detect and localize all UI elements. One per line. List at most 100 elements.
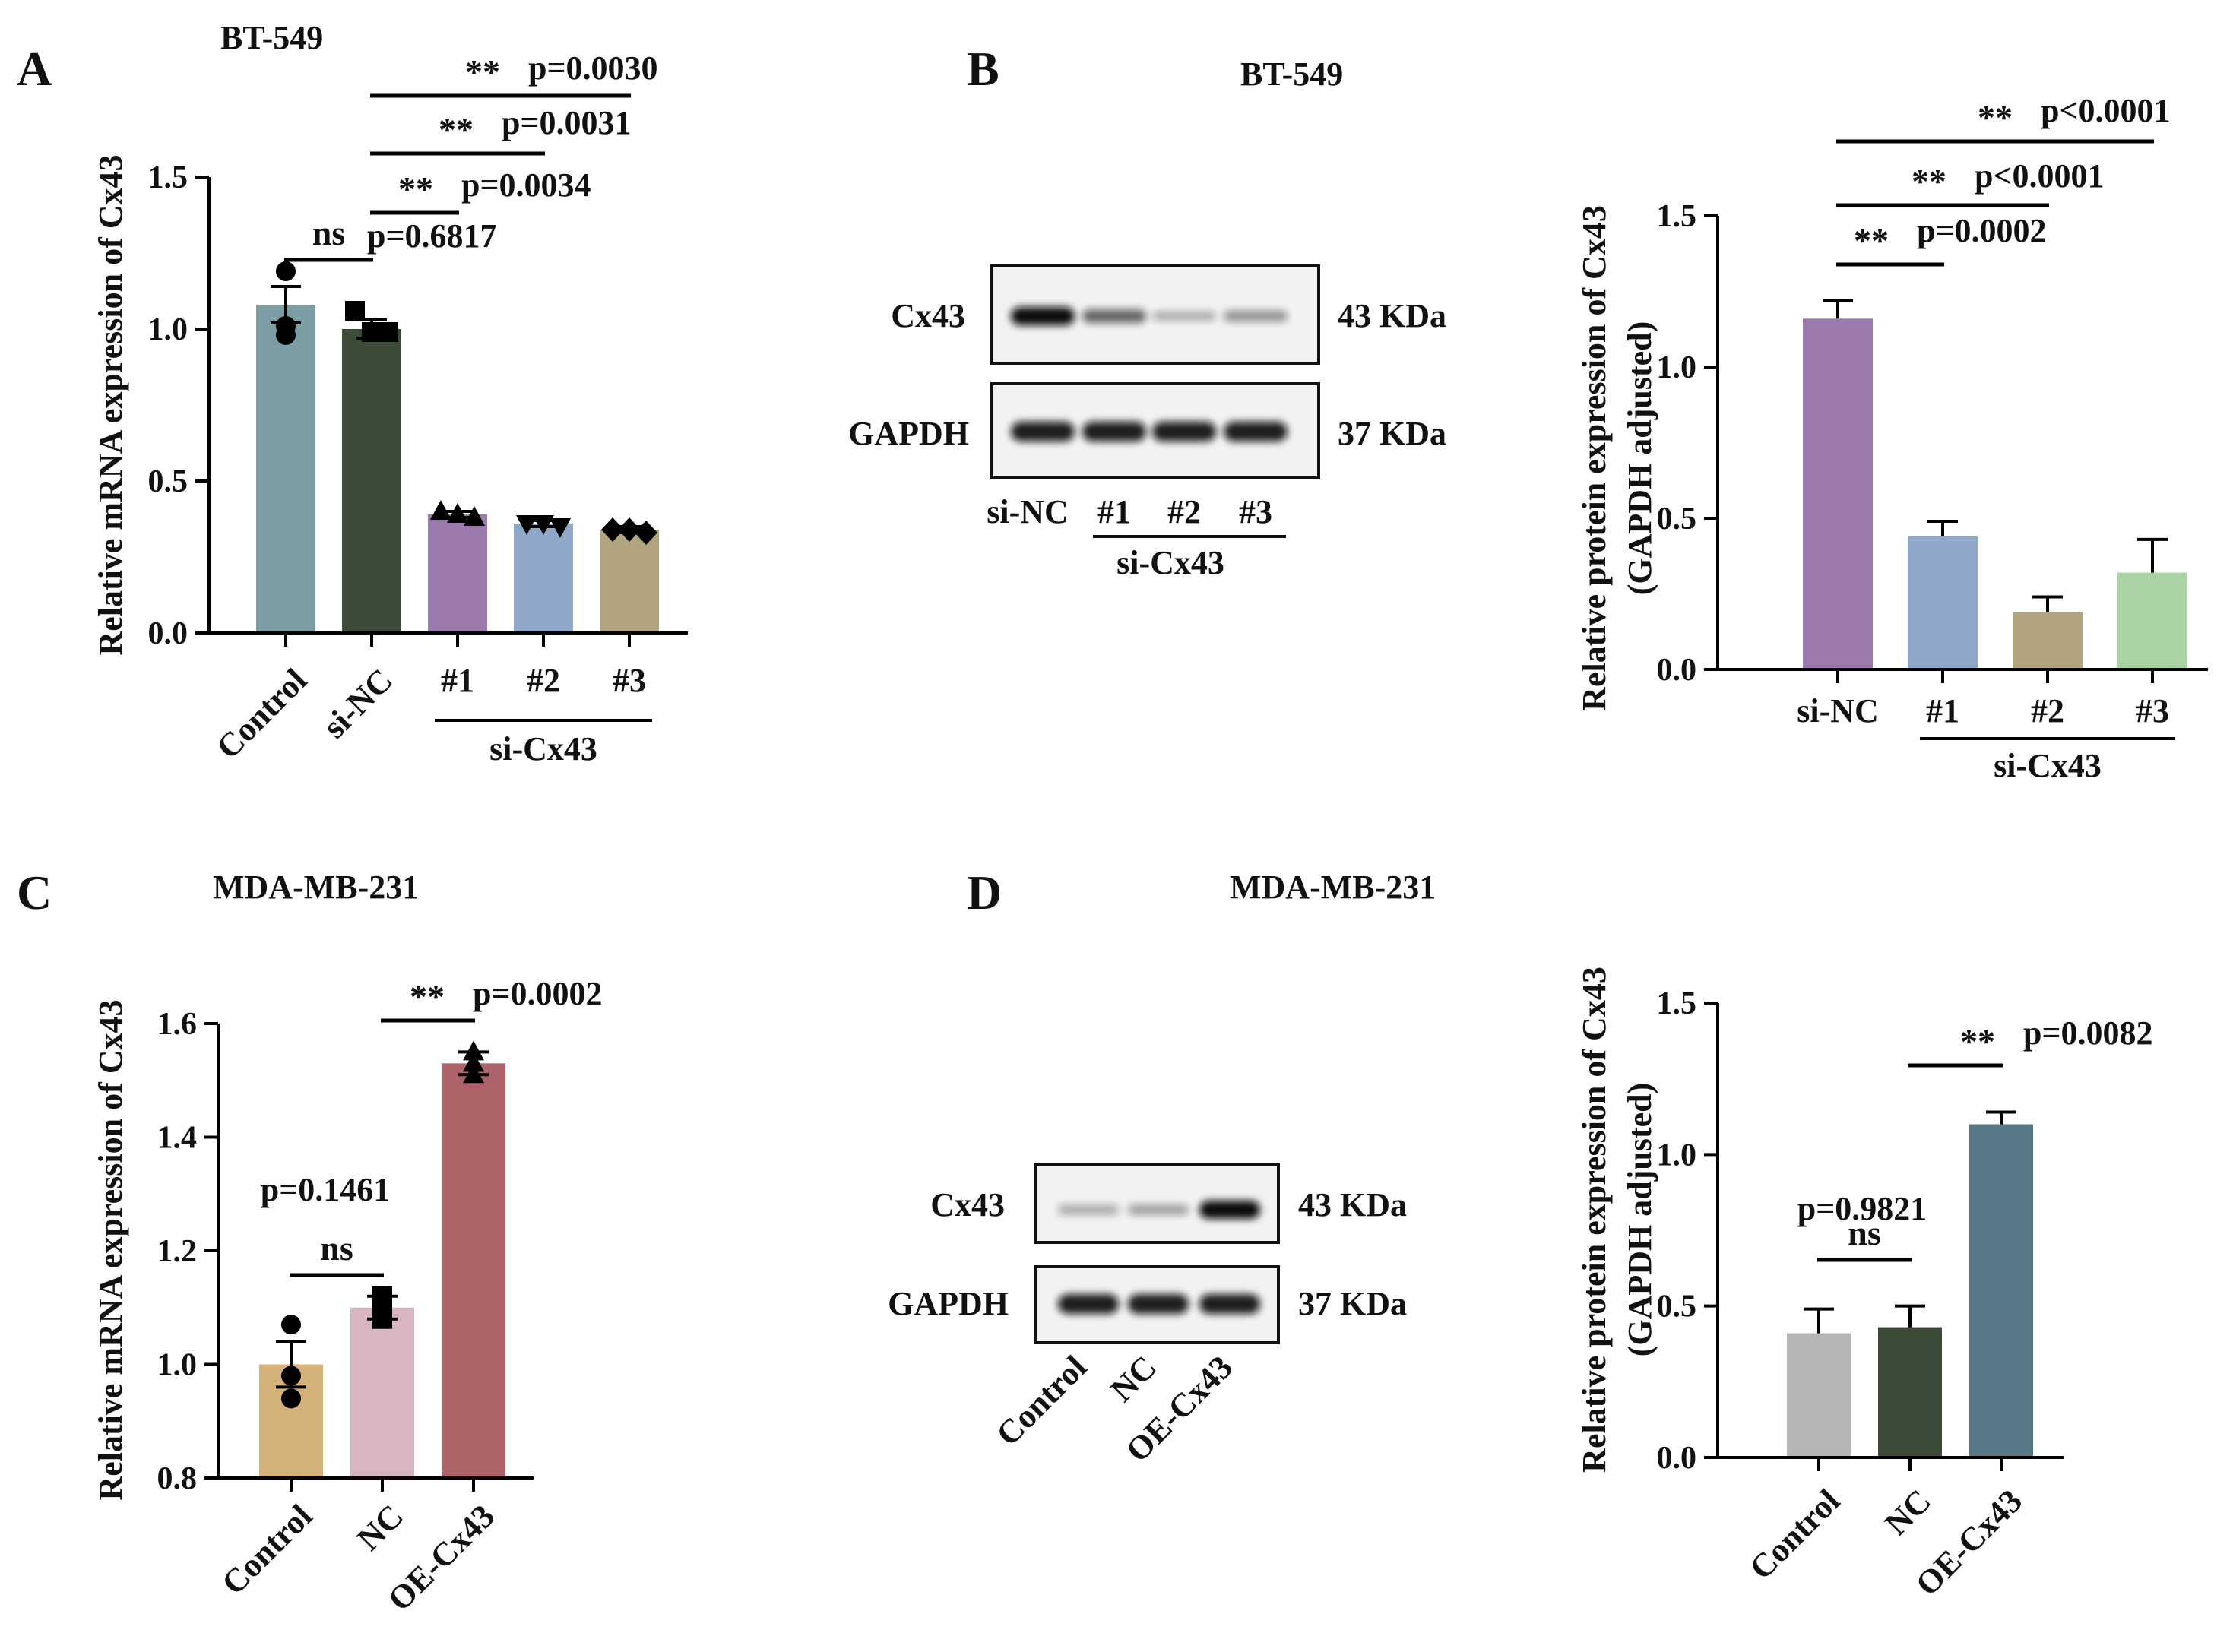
- chart-a-ytick-label-2: 1.0: [148, 312, 188, 347]
- chart-b-protein-bt549: 0.0 0.5 1.0 1.5 si-NC #1 #2 #3 si-Cx43 Relative p…: [1576, 92, 2208, 784]
- chart-a-xtick-label-0: Control: [209, 661, 314, 766]
- chart-a-point-1-2: [379, 322, 398, 342]
- panel-a-title: BT-549: [220, 19, 323, 56]
- blot-b-cx43-band-3: [1224, 310, 1288, 322]
- chart-a-point-4-2: [635, 521, 657, 545]
- chart-b-ytick-label-1: 0.5: [1657, 502, 1697, 536]
- panel-b-letter: B: [967, 42, 999, 96]
- chart-b-ytick-label-0: 0.0: [1657, 653, 1697, 688]
- blot-d-gapdh-band-0: [1058, 1294, 1119, 1314]
- chart-c-point-0-1: [281, 1366, 301, 1386]
- chart-b-group-label: si-Cx43: [1994, 747, 2102, 784]
- blot-b-lane-si-nc: si-NC: [987, 493, 1069, 530]
- blot-d-cx43-band-1: [1128, 1204, 1189, 1215]
- blot-b-cx43-size: 43 KDa: [1338, 297, 1446, 334]
- chart-b-bracket-p-1: p<0.0001: [1975, 157, 2105, 195]
- chart-b-bar-2: [2013, 612, 2083, 669]
- blot-b-cx43-band-1: [1082, 309, 1146, 323]
- chart-a-point-2-0: [430, 500, 451, 520]
- chart-a-point-0-2: [276, 325, 296, 345]
- chart-c-point-2-2: [463, 1063, 484, 1084]
- chart-a-point-2-1: [447, 503, 468, 523]
- blot-b-gapdh-band-0: [1011, 422, 1075, 441]
- panel-b-title: BT-549: [1240, 55, 1343, 93]
- chart-b-bracket-p-2: p<0.0001: [2041, 92, 2171, 129]
- chart-a-group-label: si-Cx43: [489, 730, 597, 767]
- chart-d-xtick-label-1: NC: [1877, 1482, 1938, 1543]
- blot-b-gapdh-band-2: [1152, 422, 1216, 441]
- chart-c-bracket-stars-0: ns: [320, 1229, 353, 1267]
- chart-d-ylabel2: (GAPDH adjusted): [1621, 1083, 1658, 1357]
- chart-c-ytick-label-1: 1.0: [157, 1348, 198, 1383]
- blot-d-cx43-band-2: [1199, 1201, 1260, 1219]
- chart-a-xtick-label-4: #3: [613, 662, 646, 699]
- chart-c-bar-1: [350, 1307, 414, 1478]
- chart-a-bracket-p-2: p=0.0031: [502, 104, 632, 141]
- blot-b-gapdh-band-3: [1224, 422, 1288, 441]
- chart-a-ylabel: Relative mRNA expression of Cx43: [92, 154, 129, 655]
- chart-d-bar-1: [1878, 1327, 1942, 1457]
- chart-a-bar-2: [428, 514, 487, 633]
- chart-b-ylabel: Relative protein expression of Cx43: [1576, 205, 1613, 711]
- chart-a-xtick-label-1: si-NC: [315, 661, 400, 745]
- panel-c-letter: C: [17, 866, 52, 919]
- chart-d-bar-2: [1969, 1124, 2033, 1457]
- chart-c-xtick-label-1: NC: [350, 1497, 410, 1558]
- chart-d-ytick-label-0: 0.0: [1657, 1441, 1697, 1476]
- chart-c-point-1-1: [372, 1292, 392, 1312]
- chart-c-xtick-label-0: Control: [214, 1497, 319, 1602]
- chart-c-bracket-p-1: p=0.0002: [473, 975, 603, 1012]
- blot-b-lane-2: #2: [1167, 493, 1201, 530]
- blot-b-bands: [1011, 307, 1288, 441]
- chart-c-bracket-stars-1: **: [410, 977, 445, 1016]
- chart-c-bracket-p-0: p=0.1461: [261, 1171, 391, 1208]
- chart-b-xtick-label-3: #3: [2136, 692, 2169, 729]
- chart-b-bar-0: [1803, 318, 1873, 669]
- chart-a-point-0-0: [276, 261, 296, 281]
- blot-d-gapdh-band-2: [1199, 1294, 1260, 1314]
- blot-b-lane-1: #1: [1097, 493, 1131, 530]
- chart-a-bracket-p-1: p=0.0034: [461, 166, 591, 204]
- chart-a-bracket-p-0: p=0.6817: [367, 217, 497, 255]
- blot-b-cx43-band-0: [1011, 307, 1075, 325]
- chart-a-xtick-label-2: #1: [441, 662, 474, 699]
- chart-b-xtick-label-1: #1: [1926, 692, 1959, 729]
- chart-c-ytick-label-4: 1.6: [157, 1007, 198, 1042]
- chart-b-xtick-label-0: si-NC: [1797, 692, 1879, 729]
- chart-a-bracket-stars-3: **: [465, 52, 500, 91]
- chart-a-point-1-1: [362, 322, 382, 342]
- chart-a-ytick-label-0: 0.0: [148, 616, 188, 651]
- panel-a-letter: A: [17, 42, 52, 96]
- chart-a-point-4-1: [618, 517, 641, 542]
- chart-b-ytick-label-2: 1.0: [1657, 350, 1697, 385]
- chart-d-bar-0: [1787, 1333, 1851, 1457]
- chart-c-point-2-1: [463, 1052, 484, 1072]
- chart-a-ytick-label-3: 1.5: [148, 160, 188, 195]
- chart-d-ytick-label-3: 1.5: [1657, 986, 1697, 1021]
- blot-b-gapdh-size: 37 KDa: [1338, 415, 1446, 452]
- blot-b-lane-3: #3: [1239, 493, 1272, 530]
- blot-d-lane-control: Control: [989, 1348, 1094, 1453]
- chart-a-point-3-0: [516, 515, 537, 535]
- chart-b-xtick-label-2: #2: [2031, 692, 2064, 729]
- chart-d-bracket-p-1: p=0.0082: [2023, 1014, 2153, 1052]
- panel-d-title: MDA-MB-231: [1230, 869, 1436, 906]
- chart-a-point-4-0: [601, 517, 624, 542]
- chart-a-point-1-0: [345, 301, 365, 321]
- chart-a-bracket-p-3: p=0.0030: [528, 49, 658, 87]
- chart-d-bracket-stars-0: ns: [1848, 1214, 1880, 1252]
- chart-a-bar-1: [342, 329, 401, 633]
- blot-d-gapdh-label: GAPDH: [888, 1285, 1009, 1322]
- panel-c-title: MDA-MB-231: [213, 869, 419, 906]
- panel-d-letter: D: [967, 866, 1002, 919]
- chart-a-bar-4: [600, 530, 659, 633]
- chart-c-bar-2: [442, 1063, 505, 1478]
- chart-a-ytick-label-1: 0.5: [148, 464, 188, 499]
- chart-c-ytick-label-0: 0.8: [157, 1461, 198, 1496]
- chart-b-bracket-p-0: p=0.0002: [1917, 212, 2047, 249]
- chart-a-point-2-2: [464, 506, 485, 526]
- chart-c-ylabel: Relative mRNA expression of Cx43: [92, 999, 129, 1500]
- chart-c-ytick-label-3: 1.4: [157, 1121, 198, 1156]
